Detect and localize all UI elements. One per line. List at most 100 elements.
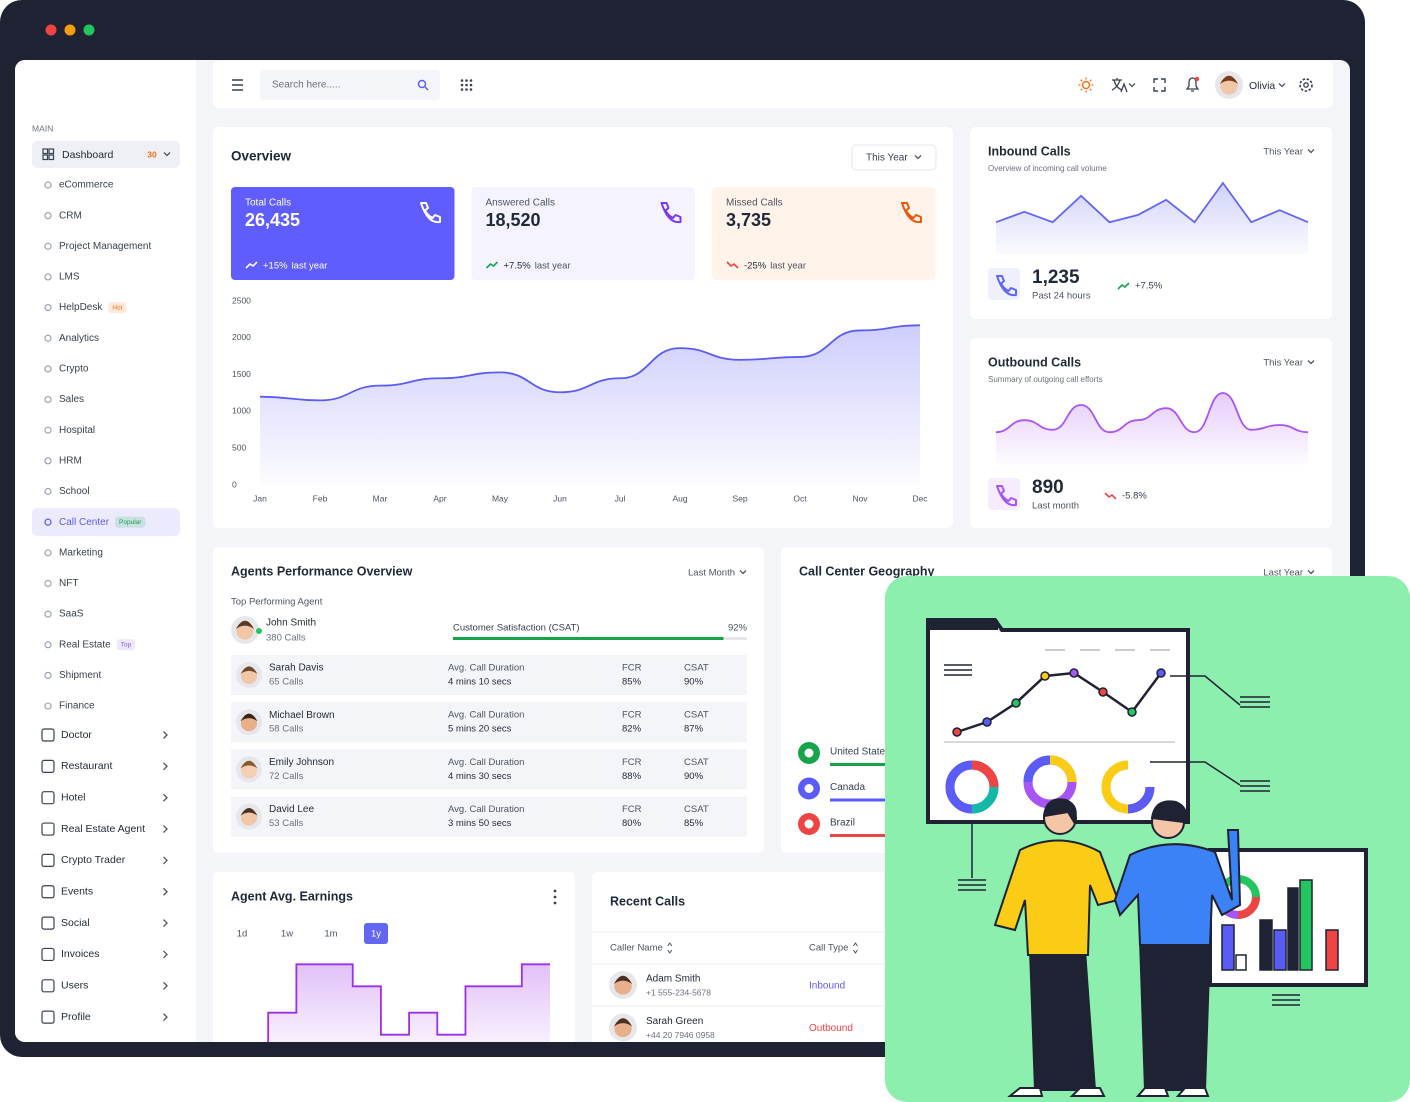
apps-icon[interactable] (465, 79, 468, 82)
agent-csat: 87% (684, 724, 704, 735)
filter-label[interactable]: This Year (1263, 358, 1303, 369)
chevron (739, 570, 747, 575)
submenu-label[interactable]: HRM (59, 455, 82, 466)
theme-icon-ray (1089, 88, 1092, 91)
range-tab[interactable]: 1y (371, 929, 381, 940)
avatar-face (614, 1019, 632, 1038)
submenu-label[interactable]: Shipment (59, 670, 101, 681)
notification-icon[interactable] (1185, 77, 1200, 92)
search-box[interactable] (260, 70, 440, 100)
caller-name: Adam Smith (646, 974, 700, 985)
country-name: Canada (830, 782, 865, 793)
sort-icon (853, 942, 858, 954)
card-subtitle: Overview of incoming call volume (988, 164, 1107, 173)
filter-button[interactable] (851, 144, 937, 171)
menu-item-dashboard[interactable] (32, 141, 180, 168)
filter-label[interactable]: Last Year (1263, 568, 1303, 579)
filter-label[interactable]: Last Month (688, 568, 735, 579)
submenu-label[interactable]: Finance (59, 701, 95, 712)
avatar-face (1220, 77, 1238, 95)
submenu-label[interactable]: Call Center (59, 517, 110, 528)
column-label: FCR (622, 757, 642, 768)
bullet (44, 426, 52, 434)
submenu-label[interactable]: CRM (59, 210, 82, 221)
submenu-label[interactable]: Analytics (59, 333, 99, 344)
menu-label[interactable]: Hotel (61, 791, 86, 803)
column-label: Avg. Call Duration (448, 710, 524, 721)
settings-icon (1303, 82, 1309, 88)
fullscreen-icon[interactable] (1153, 78, 1166, 92)
submenu-label[interactable]: Real Estate (59, 639, 111, 650)
board-points (952, 668, 1166, 737)
submenu-label[interactable]: Sales (59, 394, 84, 405)
agent-fcr: 80% (622, 818, 642, 829)
apps-icon[interactable] (460, 83, 464, 87)
menu-label[interactable]: Events (61, 886, 93, 898)
trend-up-icon (245, 261, 258, 269)
status-dot (256, 628, 262, 634)
menu-label[interactable]: Users (61, 980, 88, 992)
apps-icon[interactable] (469, 83, 473, 87)
filter-label[interactable]: This Year (866, 153, 908, 164)
range-tab[interactable]: 1d (237, 929, 248, 940)
menu-label[interactable]: Doctor (61, 729, 92, 741)
menu-icon (41, 728, 55, 742)
menu-label[interactable]: Crypto Trader (61, 854, 126, 866)
stat-icon (901, 202, 922, 224)
submenu-label[interactable]: eCommerce (59, 180, 114, 191)
bullet (44, 334, 52, 342)
submenu-label[interactable]: Crypto (59, 364, 89, 375)
x-tick-label: Jan (253, 493, 267, 503)
menu-label[interactable]: Social (61, 917, 90, 929)
avatar-hair (240, 713, 258, 722)
menu-item-active (32, 508, 180, 537)
bullet (44, 610, 52, 618)
menu-label[interactable]: Restaurant (61, 760, 112, 772)
filter-label[interactable]: This Year (1263, 147, 1303, 158)
y-tick-label: 1000 (232, 406, 251, 416)
apps-icon[interactable] (460, 79, 464, 82)
progress-bar (453, 637, 724, 640)
menu-label[interactable]: Profile (61, 1011, 91, 1023)
more-icon[interactable] (553, 895, 557, 899)
apps-icon[interactable] (465, 83, 468, 87)
submenu-label[interactable]: LMS (59, 272, 80, 283)
column-header[interactable]: Call Type (809, 943, 848, 954)
column-label: Avg. Call Duration (448, 757, 524, 768)
menu-label[interactable]: Real Estate Agent (61, 823, 145, 835)
apps-icon[interactable] (469, 79, 473, 82)
search-placeholder[interactable]: Search here..... (272, 80, 340, 91)
submenu-label[interactable]: HelpDesk (59, 302, 103, 313)
range-tab[interactable]: 1m (324, 929, 337, 940)
range-tab[interactable]: 1w (281, 929, 293, 940)
column-header[interactable]: Caller Name (610, 943, 663, 954)
board-tab (928, 620, 998, 630)
submenu-label[interactable]: NFT (59, 578, 78, 589)
settings-icon[interactable] (1299, 78, 1313, 92)
submenu-label[interactable]: Project Management (59, 241, 151, 252)
bullet (44, 365, 52, 373)
bullet (44, 457, 52, 465)
line (259, 324, 921, 402)
menu-label[interactable]: Invoices (61, 948, 100, 960)
more-icon[interactable] (553, 889, 557, 893)
stat-change: +7.5% (504, 261, 532, 272)
theme-icon[interactable] (1081, 80, 1091, 90)
language-icon[interactable] (1111, 78, 1128, 93)
user-name[interactable]: Olivia (1249, 80, 1275, 92)
stat-value: 18,520 (486, 210, 541, 230)
chevron (163, 793, 168, 802)
menu-label[interactable]: Dashboard (62, 149, 114, 161)
apps-icon[interactable] (465, 88, 468, 91)
apps-icon[interactable] (460, 88, 464, 91)
more-icon[interactable] (553, 901, 557, 905)
avatar-face (240, 762, 258, 779)
agent-fcr: 85% (622, 677, 642, 688)
apps-icon[interactable] (469, 88, 473, 91)
submenu-label[interactable]: SaaS (59, 609, 84, 620)
submenu-label[interactable]: School (59, 486, 90, 497)
bullet (44, 181, 52, 189)
submenu-label[interactable]: Hospital (59, 425, 95, 436)
submenu-label[interactable]: Marketing (59, 547, 103, 558)
